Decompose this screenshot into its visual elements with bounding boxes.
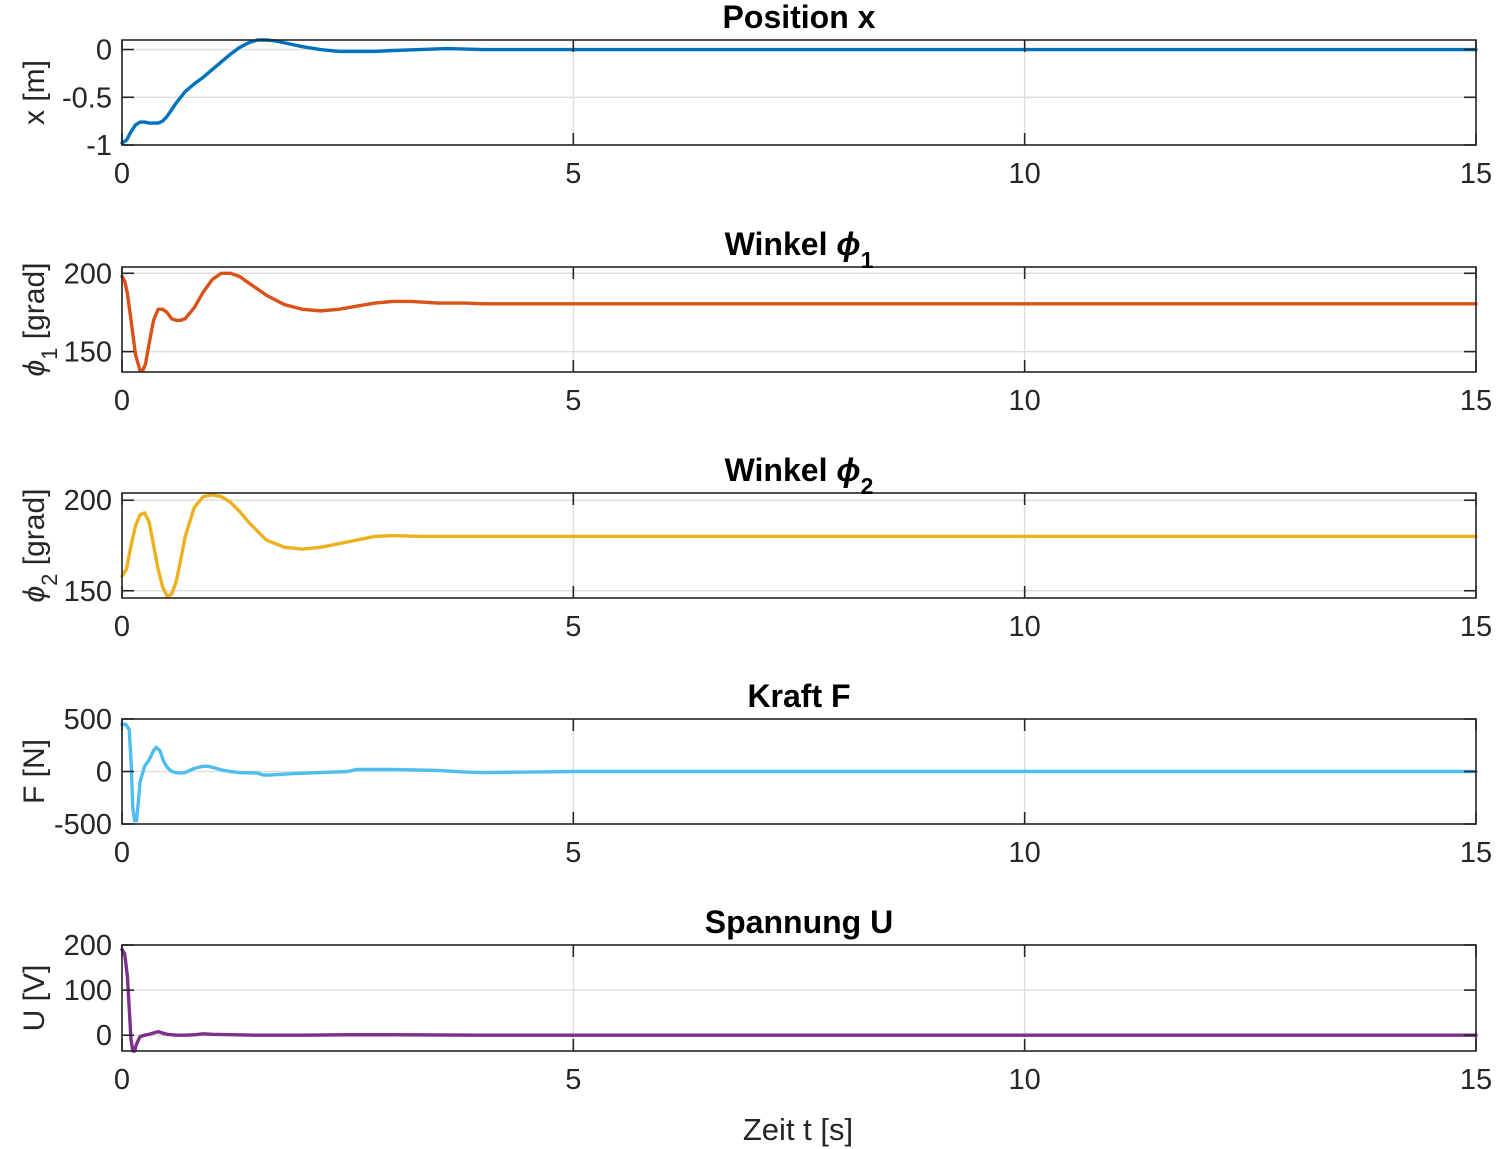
x-tick-label: 0	[114, 385, 130, 417]
label-part: 1	[37, 348, 62, 360]
x-tick-label: 5	[565, 158, 581, 190]
label-part: [grad]	[18, 489, 51, 574]
label-part: x [m]	[18, 60, 51, 125]
label-part: 2	[861, 473, 874, 499]
y-tick-label: 200	[64, 258, 112, 290]
y-axis-label: ϕ2 [grad]	[18, 489, 62, 603]
label-part: ϕ	[836, 452, 860, 488]
label-part: ϕ	[18, 360, 51, 377]
subplot-title: Spannung U	[705, 904, 893, 940]
y-tick-label: 200	[64, 930, 112, 962]
y-tick-label: 0	[96, 757, 112, 789]
x-tick-label: 0	[114, 158, 130, 190]
y-axis-label: ϕ1 [grad]	[18, 263, 62, 377]
x-tick-label: 15	[1460, 158, 1492, 190]
x-tick-label: 10	[1009, 1064, 1041, 1096]
series-line	[120, 493, 1478, 598]
x-tick-label: 10	[1009, 611, 1041, 643]
series-line	[120, 271, 1478, 373]
plot-area	[122, 267, 1476, 372]
x-tick-label: 15	[1460, 385, 1492, 417]
axes-box	[121, 39, 1477, 146]
label-part: ϕ	[836, 226, 860, 262]
shared-x-axis-label: Zeit t [s]	[743, 1112, 853, 1147]
label-part: Kraft F	[747, 678, 850, 714]
x-tick-label: 0	[114, 1064, 130, 1096]
y-tick-label: 100	[64, 975, 112, 1007]
y-tick-label: 0	[96, 1020, 112, 1052]
x-tick-label: 5	[565, 611, 581, 643]
plot-area	[122, 40, 1476, 145]
series-line	[120, 722, 1478, 823]
x-tick-label: 10	[1009, 158, 1041, 190]
y-tick-label: 200	[64, 485, 112, 517]
y-tick-label: 500	[64, 704, 112, 736]
y-tick-label: 0	[96, 35, 112, 67]
y-tick-label: -500	[54, 809, 112, 841]
label-part: 2	[37, 574, 62, 586]
axes-box	[121, 492, 1477, 599]
subplot-position-x: 0 5 10 15 -1 -0.5 0 Position x x [m]	[18, 0, 1492, 190]
x-tick-label: 15	[1460, 1064, 1492, 1096]
label-part: Winkel	[725, 226, 837, 262]
subplot-title: Position x	[723, 0, 876, 35]
label-part: U [V]	[18, 965, 51, 1032]
y-axis-label: U [V]	[18, 965, 51, 1032]
y-axis-label: x [m]	[18, 60, 51, 125]
y-tick-label: 150	[64, 576, 112, 608]
plot-area	[122, 493, 1476, 598]
x-tick-label: 15	[1460, 611, 1492, 643]
label-part: [grad]	[18, 263, 51, 348]
axes-box	[121, 266, 1477, 373]
x-tick-label: 0	[114, 837, 130, 869]
x-tick-label: 10	[1009, 837, 1041, 869]
axes-box	[121, 944, 1477, 1052]
subplot-title: Kraft F	[747, 678, 850, 714]
subplot-title: Winkel ϕ1	[725, 226, 874, 273]
x-tick-label: 5	[565, 385, 581, 417]
x-tick-label: 5	[565, 1064, 581, 1096]
label-part: F [N]	[18, 739, 51, 804]
x-tick-label: 10	[1009, 385, 1041, 417]
x-tick-label: 0	[114, 611, 130, 643]
x-tick-label: 15	[1460, 837, 1492, 869]
subplot-title: Winkel ϕ2	[725, 452, 874, 499]
label-part: ϕ	[18, 586, 51, 603]
label-part: Position x	[723, 0, 876, 35]
label-part: Winkel	[725, 452, 837, 488]
series-line	[120, 947, 1478, 1053]
y-tick-label: 150	[64, 337, 112, 369]
label-part: Spannung U	[705, 904, 893, 940]
y-tick-label: -0.5	[62, 82, 112, 114]
x-tick-label: 5	[565, 837, 581, 869]
label-part: 1	[861, 247, 874, 273]
y-axis-label: F [N]	[18, 739, 51, 804]
y-tick-label: -1	[86, 130, 112, 162]
subplot-spannung-u: 0 5 10 15 0 100 200 Spannung U U [V]	[18, 904, 1492, 1096]
